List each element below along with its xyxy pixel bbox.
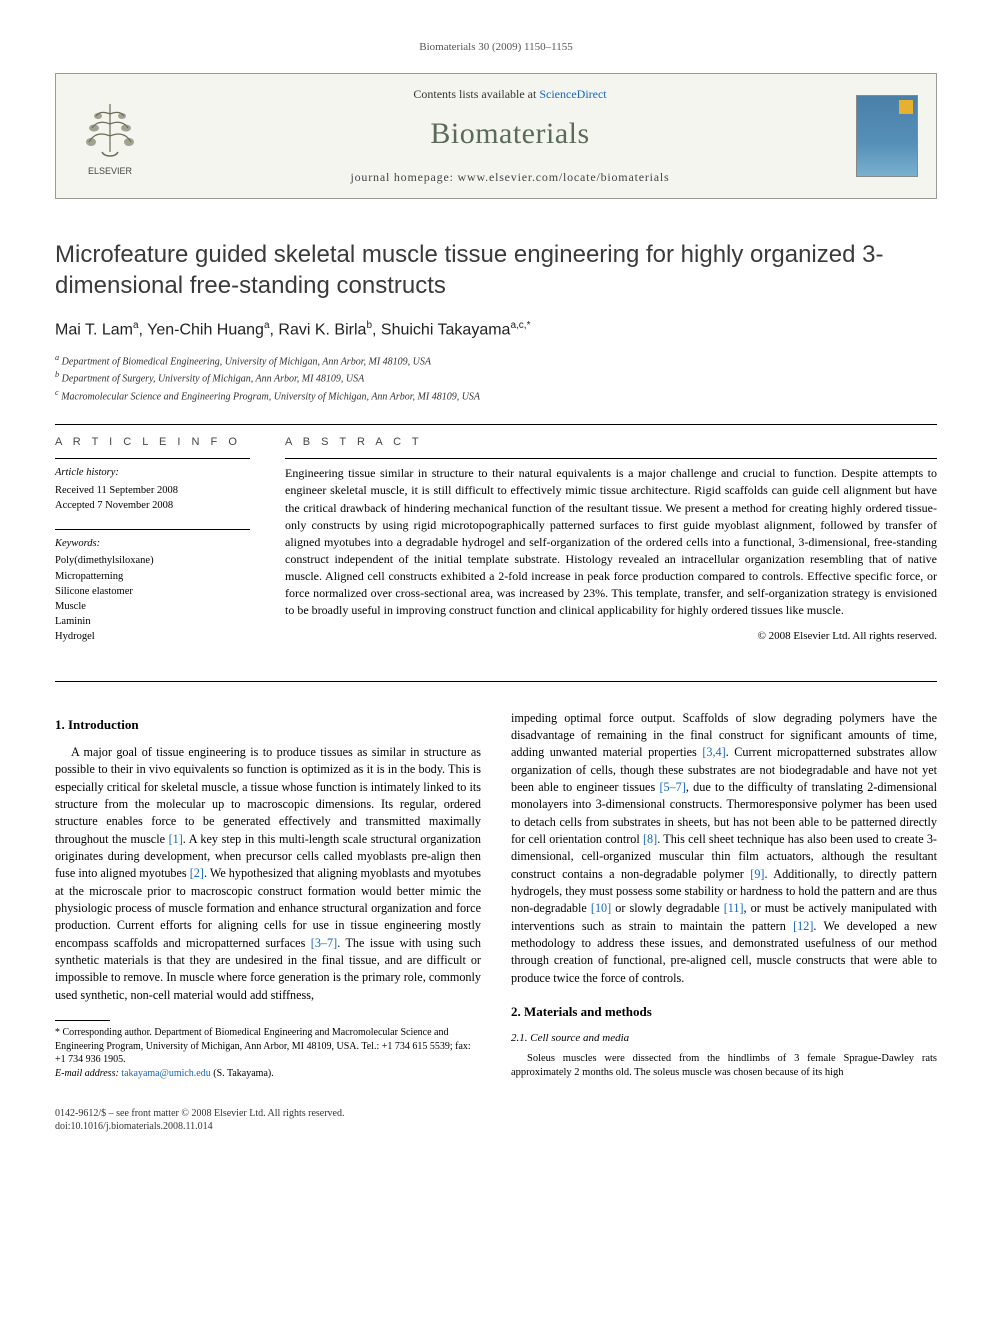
section-heading-introduction: 1. Introduction bbox=[55, 716, 481, 734]
author-4-affil: a,c, bbox=[510, 320, 526, 331]
subsection-heading-cell-source: 2.1. Cell source and media bbox=[511, 1031, 937, 1047]
ref-10[interactable]: [10] bbox=[591, 901, 611, 915]
corresponding-author-footnote: * Corresponding author. Department of Bi… bbox=[55, 1026, 481, 1080]
keyword-3: Silicone elastomer bbox=[55, 584, 250, 599]
affiliation-c: c Macromolecular Science and Engineering… bbox=[55, 387, 937, 404]
ref-9[interactable]: [9] bbox=[750, 867, 764, 881]
keyword-1: Poly(dimethylsiloxane) bbox=[55, 553, 250, 568]
keywords-block: Keywords: Poly(dimethylsiloxane) Micropa… bbox=[55, 529, 250, 645]
affiliation-a: a Department of Biomedical Engineering, … bbox=[55, 352, 937, 369]
journal-name: Biomaterials bbox=[164, 113, 856, 155]
divider-2 bbox=[55, 681, 937, 682]
abstract-label: A B S T R A C T bbox=[285, 435, 937, 450]
keyword-6: Hydrogel bbox=[55, 629, 250, 644]
ref-2[interactable]: [2] bbox=[190, 866, 204, 880]
author-4: Shuichi Takayama bbox=[381, 322, 511, 339]
affiliation-b: b Department of Surgery, University of M… bbox=[55, 369, 937, 386]
page-container: Biomaterials 30 (2009) 1150–1155 ELSEVIE… bbox=[0, 0, 992, 1174]
keyword-5: Laminin bbox=[55, 614, 250, 629]
email-line: E-mail address: takayama@umich.edu (S. T… bbox=[55, 1067, 481, 1081]
section-heading-methods: 2. Materials and methods bbox=[511, 1003, 937, 1021]
journal-masthead: ELSEVIER Contents lists available at Sci… bbox=[55, 73, 937, 199]
ref-1[interactable]: [1] bbox=[169, 832, 183, 846]
email-suffix: (S. Takayama). bbox=[211, 1068, 274, 1079]
info-abstract-row: A R T I C L E I N F O Article history: R… bbox=[55, 435, 937, 661]
contents-available-line: Contents lists available at ScienceDirec… bbox=[164, 86, 856, 103]
doi-line: doi:10.1016/j.biomaterials.2008.11.014 bbox=[55, 1120, 937, 1134]
contents-prefix: Contents lists available at bbox=[413, 87, 539, 101]
keyword-2: Micropatterning bbox=[55, 569, 250, 584]
ref-3-4[interactable]: [3,4] bbox=[702, 745, 725, 759]
abstract-column: A B S T R A C T Engineering tissue simil… bbox=[285, 435, 937, 661]
methods-paragraph-1: Soleus muscles were dissected from the h… bbox=[511, 1052, 937, 1081]
front-matter-line: 0142-9612/$ – see front matter © 2008 El… bbox=[55, 1107, 937, 1121]
masthead-center: Contents lists available at ScienceDirec… bbox=[164, 86, 856, 186]
intro-paragraph-1: A major goal of tissue engineering is to… bbox=[55, 744, 481, 1004]
homepage-prefix: journal homepage: bbox=[350, 170, 457, 184]
article-info-label: A R T I C L E I N F O bbox=[55, 435, 250, 450]
intro-paragraph-2: impeding optimal force output. Scaffolds… bbox=[511, 710, 937, 987]
keyword-4: Muscle bbox=[55, 599, 250, 614]
article-info-column: A R T I C L E I N F O Article history: R… bbox=[55, 435, 250, 661]
body-columns: 1. Introduction A major goal of tissue e… bbox=[55, 710, 937, 1081]
corresponding-mark: * bbox=[527, 320, 531, 331]
page-footer: 0142-9612/$ – see front matter © 2008 El… bbox=[55, 1107, 937, 1134]
ref-11[interactable]: [11] bbox=[724, 901, 744, 915]
ref-5-7[interactable]: [5–7] bbox=[659, 780, 685, 794]
ref-3-7[interactable]: [3–7] bbox=[311, 936, 337, 950]
history-label: Article history: bbox=[55, 465, 250, 480]
article-title: Microfeature guided skeletal muscle tiss… bbox=[55, 239, 937, 301]
sciencedirect-link[interactable]: ScienceDirect bbox=[539, 87, 606, 101]
author-3: Ravi K. Birla bbox=[278, 322, 366, 339]
elsevier-tree-logo: ELSEVIER bbox=[74, 94, 146, 179]
journal-homepage-line: journal homepage: www.elsevier.com/locat… bbox=[164, 169, 856, 186]
author-1-affil: a bbox=[133, 320, 139, 331]
author-list: Mai T. Lama, Yen-Chih Huanga, Ravi K. Bi… bbox=[55, 319, 937, 342]
abstract-copyright: © 2008 Elsevier Ltd. All rights reserved… bbox=[285, 629, 937, 644]
abstract-text: Engineering tissue similar in structure … bbox=[285, 458, 937, 618]
running-head: Biomaterials 30 (2009) 1150–1155 bbox=[55, 40, 937, 55]
affiliations: a Department of Biomedical Engineering, … bbox=[55, 352, 937, 404]
footnote-separator bbox=[55, 1020, 110, 1021]
homepage-url[interactable]: www.elsevier.com/locate/biomaterials bbox=[458, 170, 670, 184]
received-date: Received 11 September 2008 bbox=[55, 483, 250, 498]
author-1: Mai T. Lam bbox=[55, 322, 133, 339]
author-2: Yen-Chih Huang bbox=[147, 322, 264, 339]
ref-8[interactable]: [8] bbox=[643, 832, 657, 846]
author-3-affil: b bbox=[366, 320, 372, 331]
article-history-block: Article history: Received 11 September 2… bbox=[55, 458, 250, 513]
accepted-date: Accepted 7 November 2008 bbox=[55, 498, 250, 513]
email-label: E-mail address: bbox=[55, 1068, 121, 1079]
corresponding-text: * Corresponding author. Department of Bi… bbox=[55, 1026, 481, 1067]
author-2-affil: a bbox=[264, 320, 270, 331]
keywords-label: Keywords: bbox=[55, 536, 250, 551]
elsevier-label: ELSEVIER bbox=[88, 166, 133, 176]
divider bbox=[55, 424, 937, 425]
journal-cover-thumbnail bbox=[856, 95, 918, 177]
ref-12[interactable]: [12] bbox=[793, 919, 813, 933]
email-link[interactable]: takayama@umich.edu bbox=[121, 1068, 210, 1079]
